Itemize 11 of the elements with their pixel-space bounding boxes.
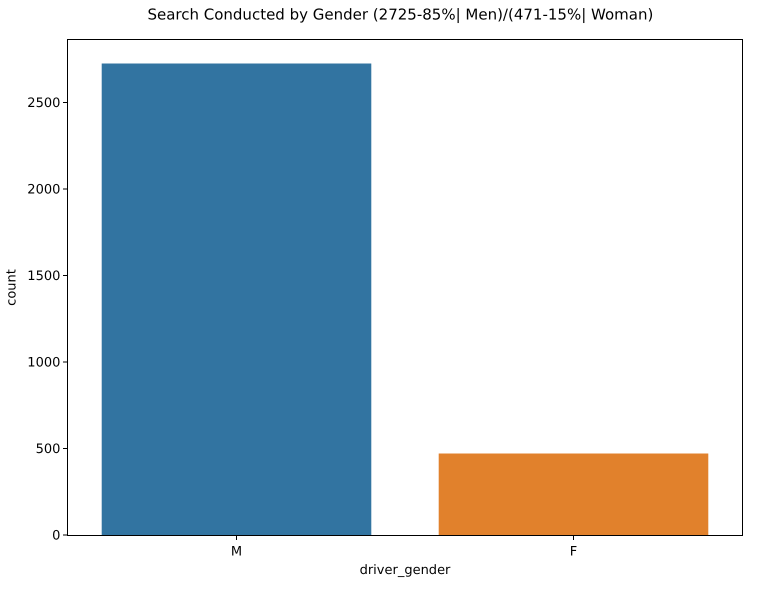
chart-title: Search Conducted by Gender (2725-85%| Men)/(471-15%| Woman) <box>147 5 654 24</box>
y-tick-label: 1000 <box>27 356 60 371</box>
x-tick-label: F <box>570 544 578 560</box>
y-tick-label: 0 <box>52 528 60 544</box>
y-axis-title: count <box>4 269 20 306</box>
x-tick-label: M <box>230 544 242 560</box>
y-tick-label: 2000 <box>27 182 60 198</box>
y-tick-label: 500 <box>36 442 60 458</box>
x-axis-title: driver_gender <box>360 563 452 578</box>
y-tick-label: 1500 <box>27 269 60 284</box>
y-tick-label: 2500 <box>27 96 60 112</box>
